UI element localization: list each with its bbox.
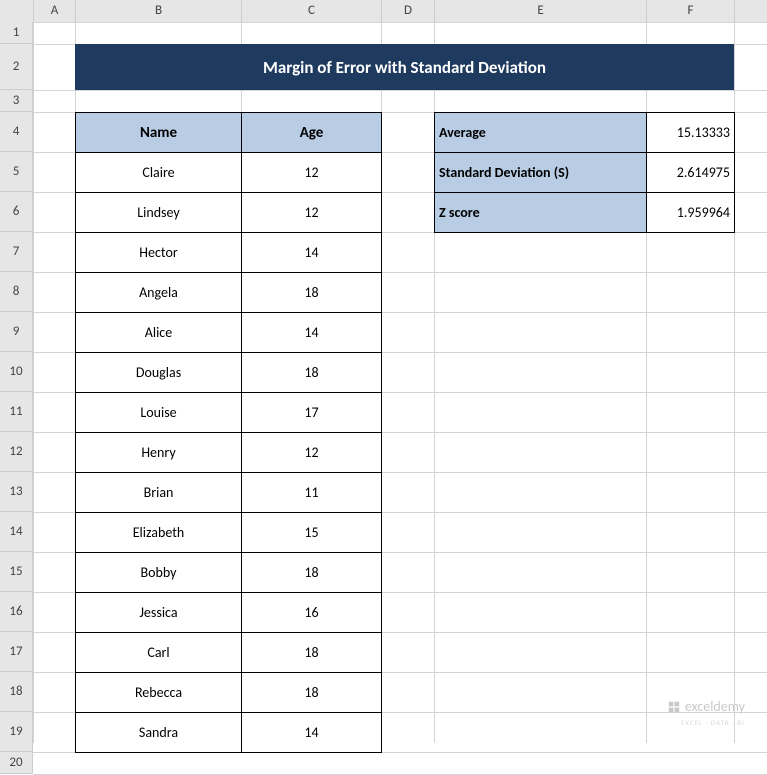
cell-age[interactable]: 15 — [242, 513, 382, 553]
row-header-18[interactable]: 18 — [0, 672, 33, 712]
cell-name[interactable]: Bobby — [76, 553, 242, 593]
table-row: Brian11 — [76, 473, 382, 513]
cell-name[interactable]: Elizabeth — [76, 513, 242, 553]
cell-age[interactable]: 14 — [242, 313, 382, 353]
col-header-E[interactable]: E — [435, 0, 647, 22]
cell-name[interactable]: Lindsey — [76, 193, 242, 233]
row-header-13[interactable]: 13 — [0, 472, 33, 512]
cell-name[interactable]: Sandra — [76, 713, 242, 753]
row-header-5[interactable]: 5 — [0, 152, 33, 192]
cell-name[interactable]: Brian — [76, 473, 242, 513]
main-data-table: Name Age Claire12Lindsey12Hector14Angela… — [75, 112, 382, 753]
table-row: Angela18 — [76, 273, 382, 313]
main-table-body: Claire12Lindsey12Hector14Angela18Alice14… — [76, 153, 382, 753]
stats-table-body: Average15.13333Standard Deviation (S)2.6… — [435, 113, 735, 233]
col-header-D[interactable]: D — [382, 0, 435, 22]
cell-name[interactable]: Carl — [76, 633, 242, 673]
cell-age[interactable]: 12 — [242, 193, 382, 233]
table-row: Rebecca18 — [76, 673, 382, 713]
table-row: Hector14 — [76, 233, 382, 273]
stats-label[interactable]: Average — [435, 113, 647, 153]
cell-age[interactable]: 18 — [242, 553, 382, 593]
stats-label[interactable]: Z score — [435, 193, 647, 233]
row-header-14[interactable]: 14 — [0, 512, 33, 552]
cell-age[interactable]: 11 — [242, 473, 382, 513]
stats-value[interactable]: 1.959964 — [647, 193, 735, 233]
cell-age[interactable]: 18 — [242, 673, 382, 713]
stats-table: Average15.13333Standard Deviation (S)2.6… — [434, 112, 735, 233]
row-header-16[interactable]: 16 — [0, 592, 33, 632]
cell-name[interactable]: Alice — [76, 313, 242, 353]
cell-name[interactable]: Jessica — [76, 593, 242, 633]
cell-age[interactable]: 12 — [242, 153, 382, 193]
cell-age[interactable]: 18 — [242, 633, 382, 673]
table-row: Sandra14 — [76, 713, 382, 753]
row-header-8[interactable]: 8 — [0, 272, 33, 312]
cell-age[interactable]: 18 — [242, 273, 382, 313]
col-header-C[interactable]: C — [242, 0, 382, 22]
cell-age[interactable]: 14 — [242, 713, 382, 753]
table-row: Alice14 — [76, 313, 382, 353]
header-age[interactable]: Age — [242, 113, 382, 153]
stats-row: Standard Deviation (S)2.614975 — [435, 153, 735, 193]
cell-age[interactable]: 16 — [242, 593, 382, 633]
row-header-7[interactable]: 7 — [0, 232, 33, 272]
row-header-9[interactable]: 9 — [0, 312, 33, 352]
table-row: Jessica16 — [76, 593, 382, 633]
select-all-corner[interactable] — [0, 0, 34, 22]
row-header-15[interactable]: 15 — [0, 552, 33, 592]
row-headers: 1234567891011121314151617181920 — [0, 22, 33, 774]
table-row: Carl18 — [76, 633, 382, 673]
column-headers: ABCDEF — [0, 0, 767, 23]
table-row: Lindsey12 — [76, 193, 382, 233]
cell-name[interactable]: Hector — [76, 233, 242, 273]
stats-row: Z score1.959964 — [435, 193, 735, 233]
grid-area[interactable]: Margin of Error with Standard Deviation … — [33, 22, 767, 743]
row-header-2[interactable]: 2 — [0, 44, 33, 90]
stats-label[interactable]: Standard Deviation (S) — [435, 153, 647, 193]
header-name[interactable]: Name — [76, 113, 242, 153]
cell-name[interactable]: Rebecca — [76, 673, 242, 713]
title-text: Margin of Error with Standard Deviation — [263, 57, 546, 78]
row-header-20[interactable]: 20 — [0, 752, 33, 774]
cell-name[interactable]: Angela — [76, 273, 242, 313]
col-header-F[interactable]: F — [647, 0, 735, 22]
cell-age[interactable]: 12 — [242, 433, 382, 473]
table-row: Claire12 — [76, 153, 382, 193]
watermark-icon — [667, 700, 681, 714]
cell-name[interactable]: Louise — [76, 393, 242, 433]
cell-name[interactable]: Claire — [76, 153, 242, 193]
col-header-A[interactable]: A — [34, 0, 76, 22]
row-header-6[interactable]: 6 — [0, 192, 33, 232]
title-banner: Margin of Error with Standard Deviation — [75, 44, 734, 90]
cell-age[interactable]: 17 — [242, 393, 382, 433]
watermark-text: exceldemy — [685, 698, 745, 715]
table-row: Louise17 — [76, 393, 382, 433]
table-row: Douglas18 — [76, 353, 382, 393]
col-header-B[interactable]: B — [76, 0, 242, 22]
row-header-17[interactable]: 17 — [0, 632, 33, 672]
row-header-1[interactable]: 1 — [0, 22, 33, 44]
row-header-11[interactable]: 11 — [0, 392, 33, 432]
cell-name[interactable]: Douglas — [76, 353, 242, 393]
table-row: Elizabeth15 — [76, 513, 382, 553]
watermark: exceldemy — [667, 698, 745, 715]
stats-row: Average15.13333 — [435, 113, 735, 153]
row-header-19[interactable]: 19 — [0, 712, 33, 752]
table-row: Henry12 — [76, 433, 382, 473]
table-row: Bobby18 — [76, 553, 382, 593]
row-header-10[interactable]: 10 — [0, 352, 33, 392]
cell-name[interactable]: Henry — [76, 433, 242, 473]
cell-age[interactable]: 18 — [242, 353, 382, 393]
stats-value[interactable]: 2.614975 — [647, 153, 735, 193]
watermark-sub: EXCEL · DATA · BI — [681, 718, 745, 727]
spreadsheet: ABCDEF 1234567891011121314151617181920 M… — [0, 0, 767, 743]
row-header-12[interactable]: 12 — [0, 432, 33, 472]
cell-age[interactable]: 14 — [242, 233, 382, 273]
row-header-3[interactable]: 3 — [0, 90, 33, 112]
row-header-4[interactable]: 4 — [0, 112, 33, 152]
stats-value[interactable]: 15.13333 — [647, 113, 735, 153]
